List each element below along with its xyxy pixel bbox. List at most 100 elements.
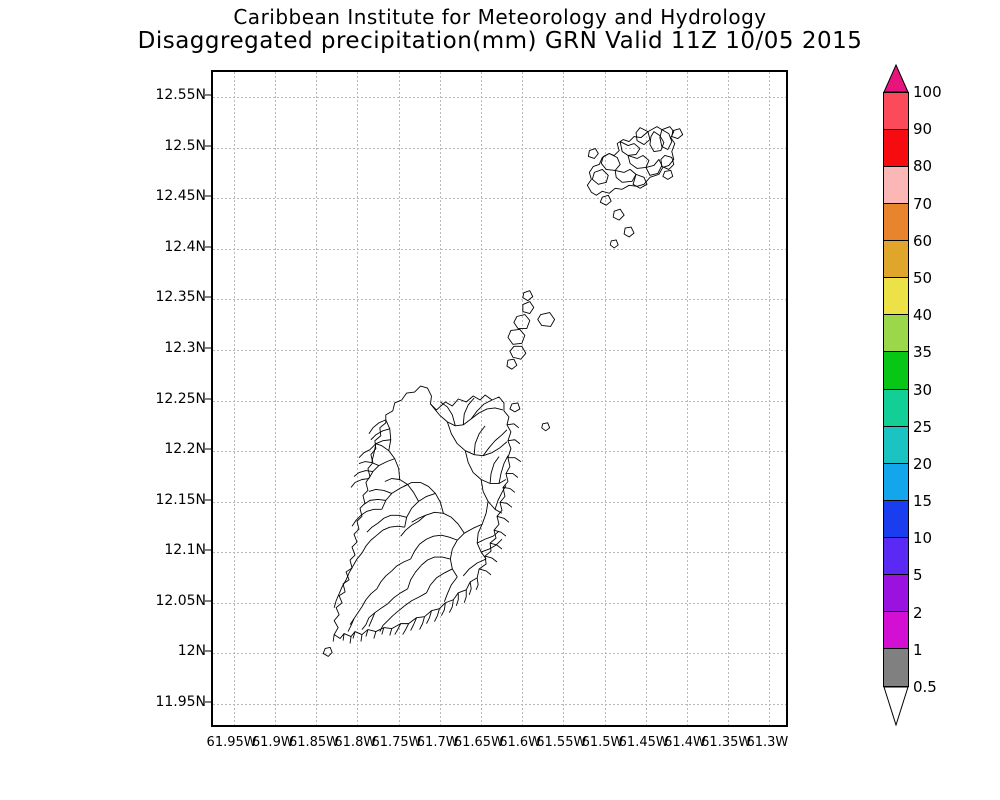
colorbar-segment — [884, 278, 908, 316]
colorbar-tick-label: 25 — [913, 417, 933, 436]
colorbar-tick-label: 2 — [913, 603, 923, 622]
gridline-horizontal — [213, 350, 786, 351]
colorbar-tick-label: 60 — [913, 231, 933, 250]
y-axis-tick-label: 12.1N — [164, 542, 206, 559]
gridline-horizontal — [213, 602, 786, 604]
colorbar-tick-label: 0.5 — [913, 678, 937, 696]
colorbar-tick-label: 10 — [913, 529, 933, 548]
gridline-vertical — [604, 72, 606, 725]
gridline-horizontal — [213, 653, 786, 655]
colorbar-segment — [884, 611, 908, 649]
islet-ne-a — [509, 402, 521, 413]
x-axis-tick-label: 61.85W — [288, 735, 340, 750]
colorbar-tick-label: 50 — [913, 268, 933, 287]
x-axis-tick-label: 61.45W — [618, 735, 669, 750]
gridline-vertical — [398, 72, 400, 725]
islet-north-f — [623, 226, 635, 238]
grenada-coastline-map — [322, 126, 684, 657]
colorbar-tick-label: 35 — [913, 343, 933, 362]
gridline-vertical — [645, 72, 647, 725]
y-axis-tick-label: 12.4N — [164, 238, 206, 255]
gridline-horizontal — [213, 451, 786, 452]
y-axis-tick-label: 12.45N — [155, 188, 206, 205]
x-axis-tick-label: 61.8W — [334, 735, 377, 750]
carriacou-outline — [586, 126, 676, 196]
y-axis-tick-label: 12.5N — [164, 137, 206, 154]
colorbar-tick-label: 90 — [913, 120, 933, 139]
gridline-vertical — [274, 72, 276, 725]
colorbar-segment — [884, 389, 908, 427]
islet-mid-c — [507, 328, 526, 345]
islet-north-g — [609, 239, 619, 249]
colorbar-segment — [884, 352, 908, 390]
colorbar-tick-label: 1 — [913, 640, 923, 659]
gridline-horizontal — [213, 97, 786, 99]
colorbar-segment — [884, 93, 908, 131]
colorbar-segment — [884, 500, 908, 538]
y-axis-tick-label: 12.05N — [155, 592, 206, 609]
islet-north-b — [662, 169, 674, 180]
colorbar-tick-label: 70 — [913, 194, 933, 213]
map-plot-area — [211, 70, 788, 727]
institute-title: Caribbean Institute for Meteorology and … — [233, 5, 767, 29]
islet-mid-b — [513, 314, 531, 329]
x-axis-tick-label: 61.4W — [664, 735, 706, 750]
islet-north-a — [587, 148, 599, 159]
gridline-vertical — [522, 72, 524, 725]
precipitation-colorbar — [883, 92, 909, 687]
x-axis-tick-label: 61.55W — [536, 735, 587, 750]
islet-mid-f — [522, 290, 534, 302]
islet-north-c — [671, 128, 684, 140]
gridline-horizontal — [213, 299, 786, 301]
gridline-vertical — [357, 72, 359, 725]
colorbar-tick-label: 5 — [913, 566, 923, 585]
y-axis-tick-label: 12N — [177, 643, 206, 660]
gridline-vertical — [769, 72, 771, 725]
islet-mid-d — [509, 345, 527, 360]
y-axis-tick-label: 12.55N — [155, 87, 206, 104]
x-axis-tick-label: 61.7W — [416, 735, 459, 750]
islet-ne-b — [541, 422, 551, 432]
colorbar-under-arrow — [883, 686, 909, 726]
colorbar-segment — [884, 204, 908, 242]
colorbar-tick-label: 15 — [913, 492, 933, 511]
x-axis-tick-label: 61.6W — [499, 735, 541, 750]
y-axis-tick-label: 12.15N — [155, 491, 206, 508]
islet-mid-a — [522, 301, 535, 314]
colorbar-segment — [884, 537, 908, 575]
gridline-horizontal — [213, 248, 786, 250]
colorbar-tick-label: 100 — [913, 83, 942, 101]
islet-mid-e — [537, 312, 556, 327]
colorbar-segment — [884, 574, 908, 612]
x-axis-tick-label: 61.35W — [701, 735, 752, 750]
islet-mid-g — [506, 358, 518, 370]
gridline-horizontal — [213, 198, 786, 200]
x-axis-tick-label: 61.3W — [746, 735, 789, 750]
colorbar-segment — [884, 130, 908, 168]
gridline-horizontal — [213, 400, 786, 402]
colorbar-segment — [884, 463, 908, 501]
gridline-vertical — [233, 72, 235, 725]
gridline-vertical — [728, 72, 730, 725]
y-axis-tick-label: 12.2N — [164, 441, 206, 457]
x-axis-tick-label: 61.95W — [206, 735, 257, 750]
gridline-vertical — [563, 72, 565, 725]
colorbar-segment — [884, 167, 908, 205]
colorbar-tick-label: 80 — [913, 157, 933, 176]
colorbar-segment — [884, 426, 908, 464]
gridline-horizontal — [213, 147, 786, 149]
page-title: Disaggregated precipitation(mm) GRN Vali… — [137, 28, 863, 54]
colorbar-tick-label: 30 — [913, 380, 933, 399]
y-axis-tick-label: 12.35N — [155, 289, 206, 306]
colorbar-tick-label: 40 — [913, 306, 933, 325]
x-axis-tick-label: 61.9W — [251, 735, 294, 750]
gridline-horizontal — [213, 501, 786, 503]
gridline-horizontal — [213, 552, 786, 554]
gridline-vertical — [439, 72, 441, 725]
gridline-vertical — [687, 72, 688, 725]
y-axis-tick-label: 12.3N — [164, 340, 206, 356]
colorbar-tick-label: 20 — [913, 454, 933, 473]
x-axis-tick-label: 61.75W — [371, 735, 422, 750]
grenada-main-outline — [333, 385, 512, 639]
colorbar-segment — [884, 241, 908, 279]
